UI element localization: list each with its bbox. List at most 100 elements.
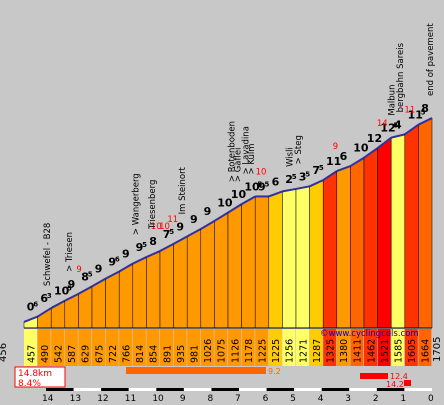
altitude-cell — [119, 329, 133, 366]
place-label: > Rotenboden — [228, 121, 238, 182]
max-grade-label: 11 — [404, 105, 415, 115]
place-label: > Steg — [294, 135, 304, 164]
profile-outline — [91, 277, 107, 288]
altitude-cell — [214, 329, 228, 366]
km-axis-band — [349, 388, 377, 391]
profile-outline — [268, 190, 283, 198]
profile-segment — [268, 191, 283, 329]
km-tick-label: 7 — [235, 394, 241, 404]
altitude-label: 1462 — [366, 339, 377, 363]
profile-segment — [118, 263, 134, 329]
km-tick-label: 0 — [428, 394, 434, 404]
altitude-label: 722 — [108, 345, 119, 363]
profile-outline — [132, 256, 147, 265]
profile-segment — [350, 157, 365, 329]
summary-avg-grade: 8.4% — [18, 379, 41, 389]
altitude-label: 1026 — [203, 339, 214, 363]
profile-outline — [37, 307, 52, 318]
altitude-label: 1287 — [312, 339, 323, 363]
altitude-label: 675 — [94, 345, 105, 363]
end-altitude: 1705 — [432, 337, 443, 362]
profile-outline — [118, 262, 134, 273]
altitude-cell — [200, 329, 214, 366]
km-tick-label: 3 — [345, 394, 351, 404]
place-label: Malbun — [388, 85, 398, 116]
profile-segment — [322, 170, 338, 329]
altitude-cell — [64, 329, 78, 366]
profile-segment — [390, 134, 406, 329]
altitude-cell — [418, 329, 432, 366]
km-tick-label: 8 — [207, 394, 213, 404]
source-credit: ©www.cyclingcols.com — [320, 329, 419, 339]
profile-segment — [132, 256, 147, 329]
grade-decimal: 5 — [88, 270, 93, 278]
profile-segment — [418, 117, 433, 329]
profile-outline — [336, 165, 351, 173]
km-axis-background — [0, 388, 444, 405]
km-axis-band — [376, 388, 405, 391]
grade-label: 6 — [272, 175, 280, 188]
km-tick-label: 5 — [290, 394, 296, 404]
altitude-label: 1178 — [244, 339, 255, 363]
profile-segment — [295, 186, 310, 329]
profile-outline — [349, 156, 365, 167]
km-axis-band — [73, 388, 102, 391]
grade-label: 9 — [204, 205, 212, 218]
altitude-cell — [309, 329, 323, 366]
profile-outline — [322, 170, 338, 181]
profile-outline — [295, 185, 310, 190]
grade-label: 10 — [217, 197, 233, 210]
grade-label: 12 — [380, 122, 395, 135]
max-grade-label: 10 — [256, 167, 267, 177]
place-label: > Kulm — [247, 143, 257, 174]
profile-segment — [241, 196, 256, 329]
profile-segment — [173, 235, 188, 329]
km-axis-band — [294, 388, 322, 391]
profile-segment — [363, 147, 378, 329]
place-label: Wisli — [286, 147, 296, 167]
grade-label: 0 — [27, 301, 35, 314]
grade-label: 10 — [54, 285, 70, 298]
place-label: Triesenberg — [148, 180, 158, 230]
km-tick-label: 6 — [263, 394, 269, 404]
grade-label: 7 — [163, 228, 171, 241]
altitude-cell — [377, 329, 391, 366]
place-label: > Wangerberg — [131, 173, 141, 235]
grade-label: 9 — [190, 213, 198, 226]
grade-label: 9 — [68, 278, 76, 291]
profile-outline — [404, 123, 419, 136]
place-label: bergbahn Sareis — [396, 42, 406, 112]
km-axis-band — [128, 388, 157, 391]
altitude-label: 1325 — [326, 339, 337, 363]
km-axis-band — [239, 388, 267, 391]
km-axis-band — [101, 388, 129, 391]
km-axis-band — [266, 388, 295, 391]
altitude-cell — [160, 329, 173, 366]
grade-label: 10 — [231, 188, 247, 201]
altitude-label: 1075 — [217, 339, 228, 363]
altitude-cell — [92, 329, 105, 366]
altitude-cell — [228, 329, 241, 366]
altitude-label: 587 — [67, 345, 78, 363]
max-grade-label: 9 — [333, 142, 338, 152]
altitude-label: 1585 — [394, 339, 405, 363]
grade-label: 11 — [408, 109, 423, 122]
profile-segment — [214, 212, 229, 329]
profile-segment — [377, 137, 392, 329]
profile-outline — [159, 242, 175, 252]
altitude-cell — [241, 329, 255, 366]
km-tick-label: 9 — [180, 394, 186, 404]
altitude-cell — [187, 329, 201, 366]
grade-decimal: 5 — [305, 170, 310, 178]
altitude-cell — [350, 329, 364, 366]
km-tick-label: 2 — [373, 394, 379, 404]
grade-decimal: 5 — [393, 122, 398, 130]
profile-segment — [186, 228, 202, 329]
altitude-cell — [296, 329, 309, 366]
profile-segment — [282, 188, 297, 329]
profile-segment — [404, 124, 419, 329]
grade-label: 10 — [353, 142, 369, 155]
altitude-label: 542 — [54, 345, 65, 363]
profile-segment — [37, 307, 52, 329]
steepest-1km-label: 9.2 — [268, 367, 281, 376]
